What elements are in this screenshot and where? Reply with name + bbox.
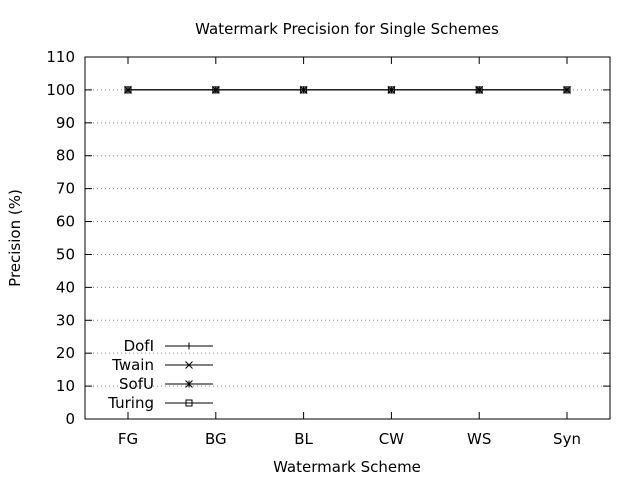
x-tick-label: FG bbox=[118, 430, 138, 448]
grid-lines bbox=[85, 89, 610, 387]
y-tick-label: 30 bbox=[56, 311, 75, 329]
y-tick-label: 70 bbox=[56, 180, 75, 198]
legend-marker-square-icon bbox=[185, 399, 193, 407]
y-tick-label: 100 bbox=[46, 81, 75, 99]
data-point-turing bbox=[387, 86, 395, 94]
series-layer bbox=[124, 86, 571, 94]
y-tick-label: 110 bbox=[46, 48, 75, 66]
legend-marker-star-icon bbox=[185, 380, 193, 388]
legend-label: Twain bbox=[111, 356, 154, 374]
y-tick-label: 40 bbox=[56, 278, 75, 296]
x-tick-label: CW bbox=[379, 430, 404, 448]
data-point-turing bbox=[212, 86, 220, 94]
legend-label: DofI bbox=[124, 337, 154, 355]
y-tick-label: 80 bbox=[56, 147, 75, 165]
legend-label: SofU bbox=[119, 375, 154, 393]
data-point-turing bbox=[475, 86, 483, 94]
x-axis-label: Watermark Scheme bbox=[273, 458, 421, 476]
y-tick-label: 0 bbox=[65, 410, 75, 428]
x-tick-label: WS bbox=[467, 430, 491, 448]
legend-marker-cross-icon bbox=[185, 361, 193, 369]
y-tick-label: 60 bbox=[56, 213, 75, 231]
y-axis-ticks: 0 10 20 30 40 50 60 70 80 90 100 110 bbox=[46, 48, 610, 428]
plot-frame bbox=[84, 56, 611, 420]
chart-title: Watermark Precision for Single Schemes bbox=[195, 20, 499, 38]
data-point-turing bbox=[563, 86, 571, 94]
data-point-turing bbox=[124, 86, 132, 94]
y-tick-label: 90 bbox=[56, 114, 75, 132]
y-axis-label: Precision (%) bbox=[6, 189, 24, 287]
legend-marker-plus-icon bbox=[185, 342, 193, 350]
x-axis-ticks: FG BG BL CW WS Syn bbox=[118, 57, 581, 448]
data-point-turing bbox=[300, 86, 308, 94]
x-tick-label: BL bbox=[294, 430, 313, 448]
x-tick-label: Syn bbox=[553, 430, 581, 448]
y-tick-label: 50 bbox=[56, 245, 75, 263]
y-tick-label: 10 bbox=[56, 377, 75, 395]
y-tick-label: 20 bbox=[56, 344, 75, 362]
legend-label: Turing bbox=[107, 394, 154, 412]
x-tick-label: BG bbox=[205, 430, 227, 448]
